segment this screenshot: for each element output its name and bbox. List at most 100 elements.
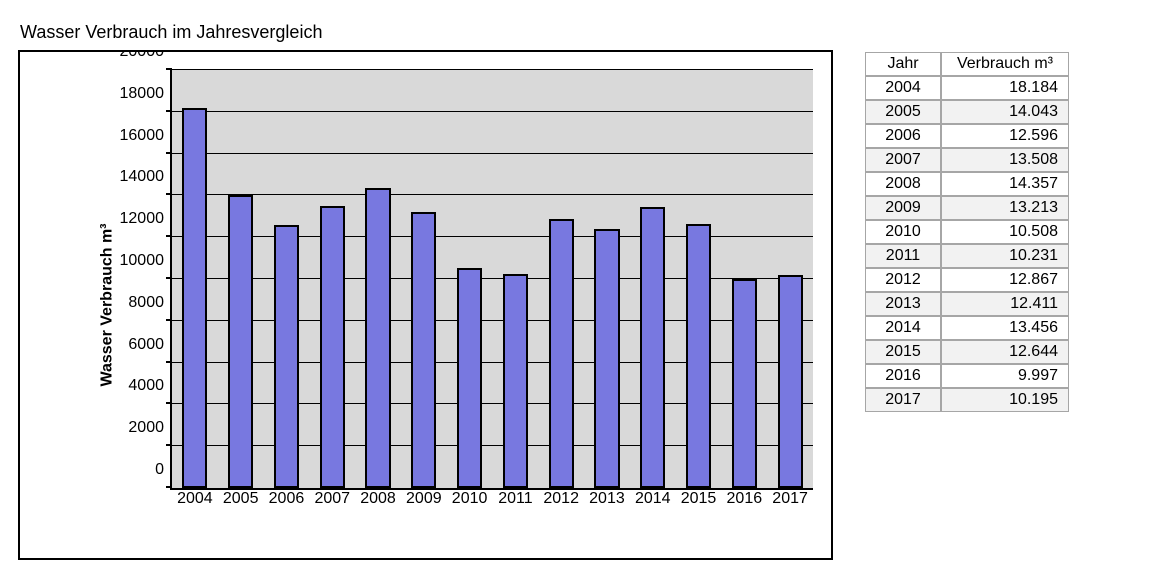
x-tick-label: 2012 [543, 490, 579, 508]
y-tick-mark [166, 277, 172, 279]
table-row: 20169.997 [865, 364, 1069, 388]
bar [274, 225, 299, 488]
table-cell-year: 2007 [865, 148, 941, 172]
x-tick-label: 2006 [269, 490, 305, 508]
table-cell-value: 12.411 [941, 292, 1069, 316]
table-row: 200514.043 [865, 100, 1069, 124]
gridline [172, 278, 813, 279]
table-cell-year: 2015 [865, 340, 941, 364]
table-cell-year: 2005 [865, 100, 941, 124]
table-cell-year: 2016 [865, 364, 941, 388]
x-tick-label: 2011 [498, 490, 532, 508]
page-root: Wasser Verbrauch im Jahresvergleich Wass… [0, 0, 1170, 570]
y-tick-mark [166, 402, 172, 404]
table-cell-year: 2013 [865, 292, 941, 316]
bar [182, 108, 207, 488]
table-cell-year: 2012 [865, 268, 941, 292]
x-tick-label: 2008 [360, 490, 396, 508]
y-tick-label: 10000 [120, 252, 165, 270]
table-cell-year: 2017 [865, 388, 941, 412]
plot-area: 2004200520062007200820092010201120122013… [170, 70, 813, 490]
y-tick-label: 0 [155, 461, 164, 479]
y-tick-label: 8000 [128, 294, 164, 312]
bar [457, 268, 482, 488]
table-row: 200418.184 [865, 76, 1069, 100]
table-cell-value: 13.456 [941, 316, 1069, 340]
gridline [172, 194, 813, 195]
x-tick-label: 2016 [727, 490, 763, 508]
x-tick-label: 2010 [452, 490, 488, 508]
bar [228, 195, 253, 488]
x-tick-label: 2007 [314, 490, 350, 508]
x-tick-label: 2014 [635, 490, 671, 508]
x-tick-label: 2004 [177, 490, 213, 508]
x-tick-label: 2015 [681, 490, 717, 508]
bar [594, 229, 619, 488]
y-tick-label: 4000 [128, 377, 164, 395]
gridline [172, 236, 813, 237]
bar [732, 279, 757, 488]
table-row: 201010.508 [865, 220, 1069, 244]
y-tick-label: 6000 [128, 336, 164, 354]
table-row: 201710.195 [865, 388, 1069, 412]
y-tick-mark [166, 444, 172, 446]
y-tick-mark [166, 193, 172, 195]
table-cell-year: 2010 [865, 220, 941, 244]
gridline [172, 69, 813, 70]
y-tick-mark [166, 110, 172, 112]
table-row: 201413.456 [865, 316, 1069, 340]
y-tick-label: 20000 [120, 50, 165, 61]
plot-wrap: 2004200520062007200820092010201120122013… [170, 70, 813, 518]
table-row: 200612.596 [865, 124, 1069, 148]
gridline [172, 153, 813, 154]
table-cell-value: 10.508 [941, 220, 1069, 244]
y-tick-label: 14000 [120, 168, 165, 186]
bar [411, 212, 436, 488]
table-cell-value: 12.596 [941, 124, 1069, 148]
x-axis-labels: 2004200520062007200820092010201120122013… [172, 488, 813, 516]
y-tick-mark [166, 319, 172, 321]
table-cell-value: 9.997 [941, 364, 1069, 388]
table-header-value: Verbrauch m³ [941, 52, 1069, 76]
table-row: 200713.508 [865, 148, 1069, 172]
bar [549, 219, 574, 488]
table-row: 201312.411 [865, 292, 1069, 316]
y-tick-label: 16000 [120, 127, 165, 145]
table-cell-value: 18.184 [941, 76, 1069, 100]
y-tick-mark [166, 68, 172, 70]
table-row: 200913.213 [865, 196, 1069, 220]
table-row: 200814.357 [865, 172, 1069, 196]
table-cell-year: 2011 [865, 244, 941, 268]
table-cell-year: 2009 [865, 196, 941, 220]
y-tick-label: 2000 [128, 419, 164, 437]
y-tick-label: 18000 [120, 85, 165, 103]
gridline [172, 403, 813, 404]
chart-frame: Wasser Verbrauch m³ 20042005200620072008… [18, 50, 833, 560]
y-tick-mark [166, 235, 172, 237]
bar [320, 206, 345, 488]
bar [365, 188, 390, 488]
x-tick-label: 2009 [406, 490, 442, 508]
table-cell-year: 2008 [865, 172, 941, 196]
table-cell-value: 10.231 [941, 244, 1069, 268]
gridline [172, 445, 813, 446]
y-tick-label: 12000 [120, 210, 165, 228]
y-tick-mark [166, 152, 172, 154]
table-cell-value: 14.357 [941, 172, 1069, 196]
table-cell-year: 2004 [865, 76, 941, 100]
table-row: 201110.231 [865, 244, 1069, 268]
table-cell-value: 13.213 [941, 196, 1069, 220]
x-tick-label: 2005 [223, 490, 259, 508]
table-cell-year: 2014 [865, 316, 941, 340]
table-row: 201212.867 [865, 268, 1069, 292]
table-header-row: Jahr Verbrauch m³ [865, 52, 1069, 76]
table-cell-value: 12.867 [941, 268, 1069, 292]
table-cell-value: 10.195 [941, 388, 1069, 412]
table-cell-year: 2006 [865, 124, 941, 148]
y-tick-mark [166, 361, 172, 363]
bar [686, 224, 711, 488]
data-table: Jahr Verbrauch m³ 200418.184200514.04320… [865, 52, 1069, 412]
table-header-year: Jahr [865, 52, 941, 76]
table-cell-value: 13.508 [941, 148, 1069, 172]
table-row: 201512.644 [865, 340, 1069, 364]
